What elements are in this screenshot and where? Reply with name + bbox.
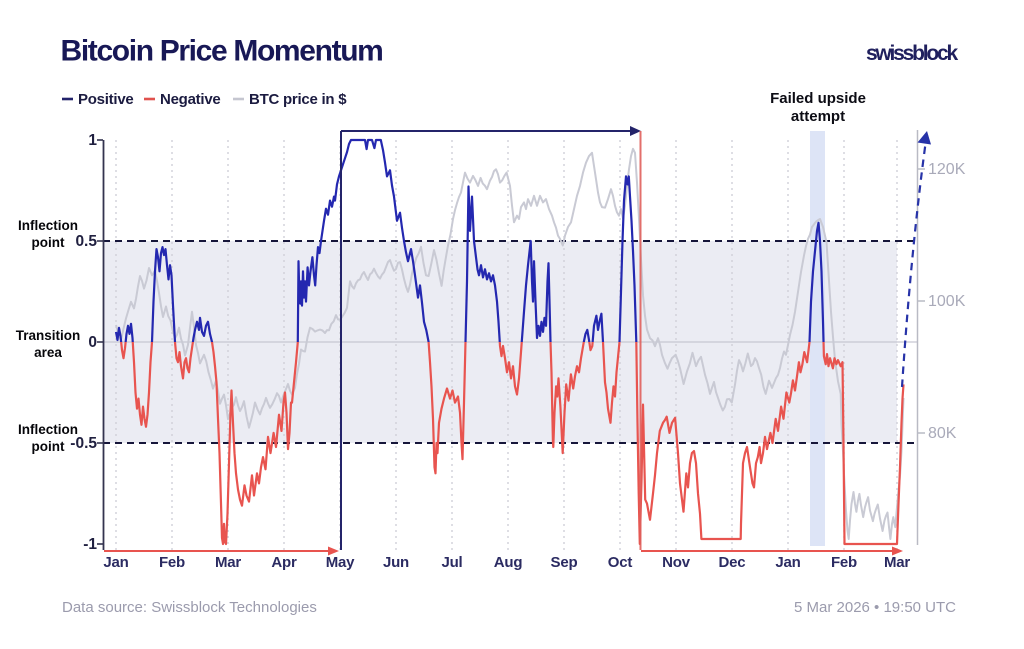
svg-text:Dec: Dec (719, 554, 746, 571)
svg-text:Aug: Aug (494, 554, 523, 571)
svg-text:Mar: Mar (884, 554, 910, 571)
svg-text:swissblock: swissblock (866, 42, 959, 65)
svg-text:Positive: Positive (78, 91, 134, 108)
svg-text:Inflection: Inflection (18, 422, 78, 437)
svg-text:Bitcoin Price Momentum: Bitcoin Price Momentum (61, 35, 383, 68)
svg-text:-0.5: -0.5 (70, 435, 97, 452)
svg-text:Inflection: Inflection (18, 218, 78, 233)
svg-text:1: 1 (88, 132, 97, 149)
svg-text:Oct: Oct (608, 554, 633, 571)
svg-text:Feb: Feb (159, 554, 185, 571)
svg-text:120K: 120K (928, 161, 966, 178)
svg-text:100K: 100K (928, 293, 966, 310)
svg-text:Apr: Apr (271, 554, 297, 571)
svg-text:Jun: Jun (383, 554, 409, 571)
svg-text:attempt: attempt (791, 108, 845, 125)
svg-text:Mar: Mar (215, 554, 241, 571)
svg-text:Jul: Jul (441, 554, 462, 571)
svg-text:-1: -1 (83, 536, 97, 553)
svg-text:Jan: Jan (775, 554, 800, 571)
svg-text:Nov: Nov (662, 554, 691, 571)
svg-text:Feb: Feb (831, 554, 857, 571)
svg-text:point: point (32, 439, 65, 454)
svg-text:BTC price in $: BTC price in $ (249, 91, 347, 108)
svg-text:Sep: Sep (551, 554, 578, 571)
svg-text:0: 0 (88, 334, 97, 351)
svg-text:Transition: Transition (16, 328, 81, 343)
svg-text:80K: 80K (928, 425, 957, 442)
svg-text:area: area (34, 345, 62, 360)
svg-text:point: point (32, 235, 65, 250)
svg-text:Jan: Jan (103, 554, 128, 571)
svg-text:Data source: Swissblock Techno: Data source: Swissblock Technologies (62, 599, 317, 616)
svg-text:Negative: Negative (160, 91, 221, 108)
svg-text:May: May (326, 554, 355, 571)
svg-text:0.5: 0.5 (75, 233, 97, 250)
svg-text:5 Mar 2026 • 19:50 UTC: 5 Mar 2026 • 19:50 UTC (794, 599, 956, 616)
svg-text:Failed upside: Failed upside (770, 90, 866, 107)
